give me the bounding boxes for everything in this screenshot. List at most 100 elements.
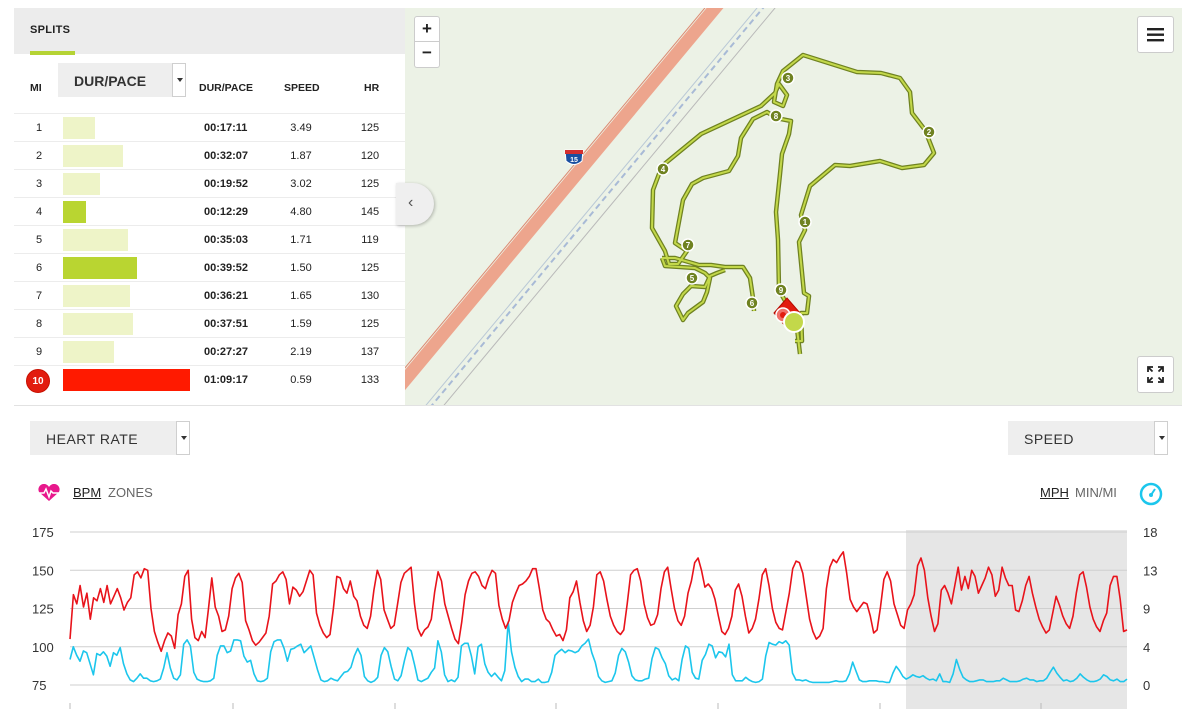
split-row[interactable]: 1 00:17:11 3.49 125 xyxy=(14,113,405,141)
mile-marker[interactable]: 9 xyxy=(774,283,788,297)
split-duration: 00:36:21 xyxy=(204,290,249,302)
mile-markers: 1 2 3 4 5 6 7 8 9 xyxy=(656,71,936,310)
zoom-out-button[interactable]: − xyxy=(414,42,440,68)
chevron-down-icon[interactable] xyxy=(176,421,190,455)
split-metric-select[interactable]: DUR/PACE xyxy=(58,63,186,97)
chevron-down-icon[interactable] xyxy=(1154,421,1168,455)
map-canvas: 1 5 1 2 3 4 5 6 7 8 9 xyxy=(405,8,937,405)
split-pace-bar xyxy=(63,369,190,391)
split-row[interactable]: 10 01:09:17 0.59 133 xyxy=(14,365,405,393)
route-map[interactable]: 1 5 1 2 3 4 5 6 7 8 9 + − xyxy=(405,8,1182,405)
split-heart-rate: 125 xyxy=(360,318,380,330)
section-divider xyxy=(14,405,1182,406)
split-speed: 1.65 xyxy=(290,290,312,302)
zoom-in-button[interactable]: + xyxy=(414,16,440,42)
split-pace-bar xyxy=(63,313,133,335)
split-row[interactable]: 4 00:12:29 4.80 145 xyxy=(14,197,405,225)
split-pace-bar xyxy=(63,229,128,251)
highway-road xyxy=(405,8,724,391)
tab-active-indicator xyxy=(30,51,75,55)
split-mile: 8 xyxy=(35,318,43,330)
fullscreen-button[interactable] xyxy=(1137,356,1174,393)
split-row[interactable]: 9 00:27:27 2.19 137 xyxy=(14,337,405,365)
split-row[interactable]: 6 00:39:52 1.50 125 xyxy=(14,253,405,281)
split-speed: 2.19 xyxy=(290,346,312,358)
chart-gridlines xyxy=(70,531,1127,686)
left-axis-ticks: 175 150 125 100 75 xyxy=(32,525,54,693)
collapse-panel-button[interactable]: ‹ xyxy=(396,183,434,225)
mile-marker[interactable]: 4 xyxy=(656,162,670,176)
split-mile: 6 xyxy=(35,262,43,274)
split-mile: 5 xyxy=(35,234,43,246)
split-duration: 00:27:27 xyxy=(204,346,249,358)
map-menu-button[interactable] xyxy=(1137,16,1174,53)
split-row[interactable]: 3 00:19:52 3.02 125 xyxy=(14,169,405,197)
split-duration: 00:19:52 xyxy=(204,178,249,190)
menu-icon xyxy=(1147,28,1164,42)
split-row[interactable]: 7 00:36:21 1.65 130 xyxy=(14,281,405,309)
split-duration: 00:32:07 xyxy=(204,150,249,162)
speed-gauge-icon xyxy=(1139,482,1163,506)
split-duration: 00:35:03 xyxy=(204,234,249,246)
metrics-chart[interactable]: 175 150 125 100 75 18 13 9 4 0 xyxy=(0,515,1182,709)
split-duration: 00:17:11 xyxy=(204,122,248,134)
mile-marker-label: 8 xyxy=(774,112,779,121)
left-metric-select-value: HEART RATE xyxy=(46,431,139,447)
left-axis-tick-label: 100 xyxy=(32,640,54,655)
mile-marker[interactable]: 8 xyxy=(769,109,783,123)
split-heart-rate: 145 xyxy=(360,206,380,218)
mile-marker[interactable]: 2 xyxy=(922,125,936,139)
selected-split-highlight xyxy=(906,530,1127,709)
mile-marker[interactable]: 7 xyxy=(681,238,695,252)
left-axis-tick-label: 175 xyxy=(32,525,54,540)
right-metric-select[interactable]: SPEED xyxy=(1008,421,1168,455)
tab-splits-label: SPLITS xyxy=(30,24,71,36)
start-marker-icon[interactable] xyxy=(783,311,805,333)
split-mile: 2 xyxy=(35,150,43,162)
tab-splits[interactable]: SPLITS xyxy=(14,8,76,55)
chevron-down-icon[interactable] xyxy=(172,63,186,97)
split-duration: 00:12:29 xyxy=(204,206,249,218)
left-axis-tick-label: 75 xyxy=(32,678,46,693)
split-speed: 1.59 xyxy=(290,318,312,330)
rail-line xyxy=(430,8,765,405)
split-speed: 4.80 xyxy=(290,206,312,218)
split-heart-rate: 125 xyxy=(360,122,380,134)
mile-marker[interactable]: 1 xyxy=(798,215,812,229)
right-axis-tick-label: 4 xyxy=(1143,640,1150,655)
mile-marker-label: 3 xyxy=(786,74,791,83)
right-axis-tick-label: 9 xyxy=(1143,602,1150,617)
right-axis-tick-label: 18 xyxy=(1143,525,1157,540)
left-metric-select[interactable]: HEART RATE xyxy=(30,421,190,455)
mile-marker[interactable]: 6 xyxy=(745,296,759,310)
split-speed: 1.50 xyxy=(290,262,312,274)
split-pace-bar xyxy=(63,257,137,279)
split-heart-rate: 125 xyxy=(360,178,380,190)
speed-series-line xyxy=(69,621,1128,684)
split-pace-bar xyxy=(63,285,130,307)
left-axis-tick-label: 125 xyxy=(32,602,54,617)
unit-mph-link[interactable]: MPH xyxy=(1040,485,1069,500)
split-speed: 1.87 xyxy=(290,150,312,162)
split-speed: 3.02 xyxy=(290,178,312,190)
unit-bpm-link[interactable]: BPM xyxy=(73,485,102,500)
split-heart-rate: 125 xyxy=(360,262,380,274)
split-row[interactable]: 5 00:35:03 1.71 119 xyxy=(14,225,405,253)
heart-rate-series-line xyxy=(69,551,1128,653)
secondary-line xyxy=(443,8,776,405)
mile-marker[interactable]: 3 xyxy=(781,71,795,85)
right-axis-tick-label: 0 xyxy=(1143,678,1150,693)
split-row[interactable]: 2 00:32:07 1.87 120 xyxy=(14,141,405,169)
mile-marker[interactable]: 5 xyxy=(685,271,699,285)
mile-marker-label: 1 xyxy=(803,218,808,227)
split-pace-bar xyxy=(63,341,114,363)
split-mile: 9 xyxy=(35,346,43,358)
x-axis-ticks xyxy=(69,703,1042,709)
right-axis-tick-label: 13 xyxy=(1143,563,1157,578)
split-row[interactable]: 8 00:37:51 1.59 125 xyxy=(14,309,405,337)
right-metric-select-value: SPEED xyxy=(1024,431,1074,447)
column-header-hr: HR xyxy=(364,82,380,94)
unit-min-mi-link[interactable]: MIN/MI xyxy=(1075,485,1117,500)
split-mile: 3 xyxy=(35,178,43,190)
unit-zones-link[interactable]: ZONES xyxy=(108,485,153,500)
